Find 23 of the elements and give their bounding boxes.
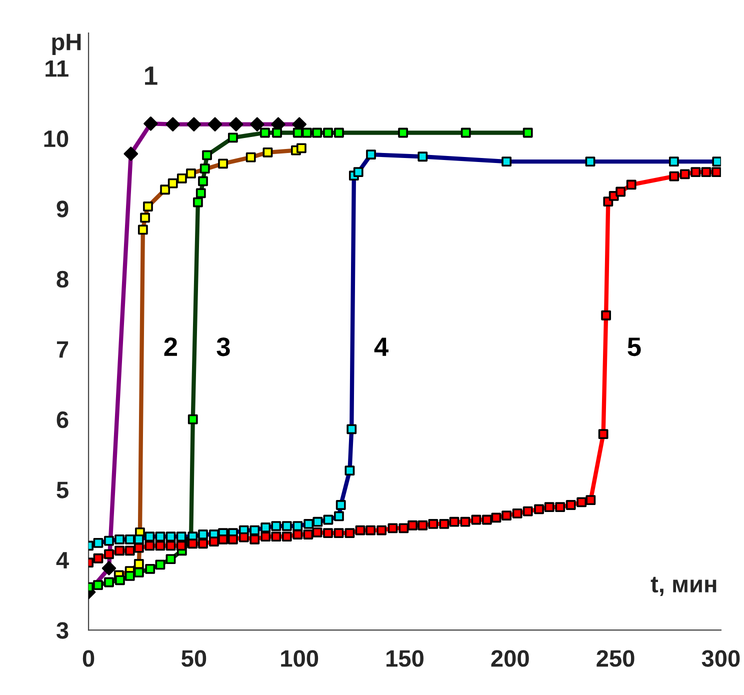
series-label: 5 [628, 338, 641, 356]
y-tick-label: 8 [56, 270, 68, 288]
y-tick-label: 10 [44, 130, 68, 148]
x-axis-title: t, мин [650, 576, 716, 596]
x-tick-label: 150 [386, 650, 424, 667]
x-tick-label: 200 [491, 650, 529, 667]
y-tick-label: 7 [56, 341, 68, 358]
series-label: 4 [374, 338, 388, 356]
x-tick-label: 250 [596, 650, 634, 667]
x-tick-label: 50 [182, 650, 206, 667]
x-tick-label: 100 [281, 650, 318, 667]
x-tick-label: 0 [82, 650, 94, 667]
y-tick-label: 6 [56, 411, 68, 428]
y-tick-label: 9 [56, 200, 68, 218]
series-label: 1 [145, 66, 158, 85]
y-tick-label: 5 [56, 482, 68, 498]
series-label: 2 [164, 337, 177, 356]
y-axis-title: pH [52, 34, 81, 56]
x-tick-label: 300 [702, 650, 740, 667]
y-tick-label: 4 [56, 552, 69, 568]
y-tick-label: 11 [46, 60, 68, 77]
series-label: 3 [216, 337, 230, 356]
y-tick-label: 3 [56, 622, 68, 639]
